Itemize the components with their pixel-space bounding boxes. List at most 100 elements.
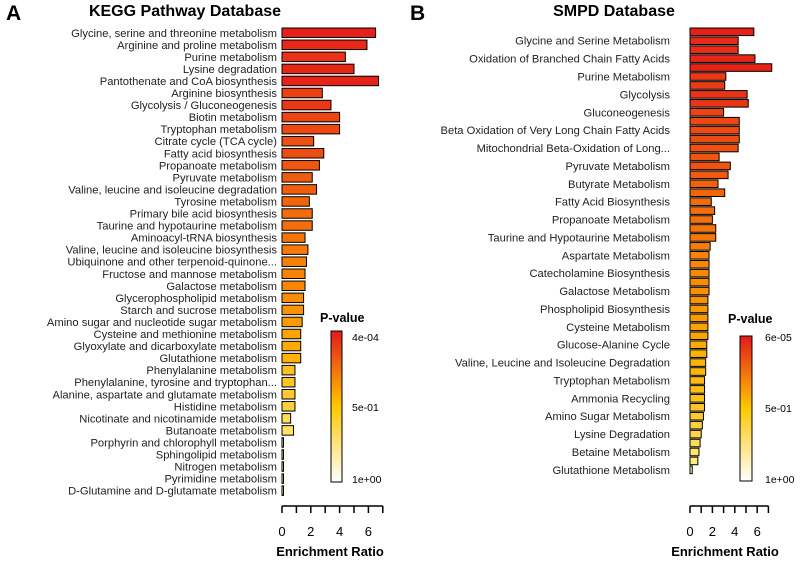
panel-a-bar xyxy=(281,232,306,243)
panel-a-bar xyxy=(281,184,318,195)
panel-b-x-tick-label: 2 xyxy=(709,524,716,539)
panel-b-bar xyxy=(689,286,710,296)
panel-a-category-labels: Glycine, serine and threonine metabolism… xyxy=(47,28,277,498)
panel-b-category-label: Aspartate Metabolism xyxy=(562,250,670,262)
panel-a-category-label: Valine, leucine and isoleucine degradati… xyxy=(68,184,277,196)
panel-a: A KEGG Pathway Database Glycine, serine … xyxy=(6,2,384,559)
panel-a-bar xyxy=(281,473,284,484)
panel-b-category-label: Lysine Degradation xyxy=(574,429,670,441)
panel-a-x-tick-label: 0 xyxy=(278,524,285,539)
panel-b-bar xyxy=(689,197,712,206)
panel-b-bar xyxy=(689,224,717,233)
panel-a-bar xyxy=(281,437,284,448)
panel-a-bar xyxy=(281,51,346,63)
panel-a-legend-label-low: 4e-04 xyxy=(352,332,379,344)
panel-a-x-tick-label: 6 xyxy=(365,524,372,539)
panel-b-legend-title: P-value xyxy=(728,312,773,326)
panel-a-x-tick-label: 4 xyxy=(336,524,343,539)
panel-a-bar xyxy=(281,135,315,147)
panel-b-category-label: Fatty Acid Biosynthesis xyxy=(555,197,670,209)
panel-a-bar xyxy=(281,27,377,38)
panel-b-bar xyxy=(689,251,710,260)
panel-b-category-label: Butyrate Metabolism xyxy=(568,179,670,191)
panel-a-bar xyxy=(281,87,323,99)
panel-b-bar xyxy=(689,295,709,305)
panel-b-bar xyxy=(689,456,699,466)
panel-b-bar xyxy=(689,322,709,332)
panel-a-bar xyxy=(281,111,341,123)
panel-a-x-axis-title: Enrichment Ratio xyxy=(276,544,384,559)
panel-a-category-label: Amino sugar and nucleotide sugar metabol… xyxy=(47,317,277,329)
panel-b-category-label: Glycolysis xyxy=(620,89,671,101)
panel-a-category-label: D-Glutamine and D-glutamate metabolism xyxy=(68,486,277,498)
panel-b: B SMPD Database Glycine and Serine Metab… xyxy=(410,2,795,559)
panel-b-x-axis-title: Enrichment Ratio xyxy=(671,544,779,559)
panel-b-bar xyxy=(689,367,707,376)
panel-b-x-tick-label: 0 xyxy=(686,524,693,539)
panel-b-bar xyxy=(689,45,739,54)
panel-b-bar xyxy=(689,206,716,215)
panel-a-category-label: Biotin metabolism xyxy=(189,112,277,124)
panel-a-category-label: Alanine, aspartate and glutamate metabol… xyxy=(52,389,277,401)
panel-b-bar xyxy=(689,242,711,251)
panel-a-category-label: Glycine, serine and threonine metabolism xyxy=(71,28,277,40)
panel-b-category-label: Oxidation of Branched Chain Fatty Acids xyxy=(469,54,670,66)
panel-b-bar xyxy=(689,63,773,72)
panel-b-bar xyxy=(689,72,727,81)
panel-a-bar xyxy=(281,376,296,388)
panel-a-legend-label-mid: 5e-01 xyxy=(352,402,379,414)
panel-b-bar xyxy=(689,411,704,421)
panel-a-category-label: Aminoacyl-tRNA biosynthesis xyxy=(131,233,278,245)
panel-b-legend-label-high: 1e+00 xyxy=(765,474,795,486)
panel-a-bar xyxy=(281,244,309,255)
panel-b-bar xyxy=(689,402,706,412)
panel-a-bar xyxy=(281,99,332,111)
panel-b-bar xyxy=(689,313,709,323)
panel-a-bar xyxy=(281,292,305,304)
panel-a-category-label: Primary bile acid biosynthesis xyxy=(130,209,278,221)
panel-b-bars xyxy=(689,27,773,475)
panel-b-legend: P-value 6e-05 5e-01 1e+00 xyxy=(728,312,795,486)
panel-b-bar xyxy=(689,161,731,171)
panel-a-legend-title: P-value xyxy=(320,311,365,325)
panel-a-bar xyxy=(281,425,295,436)
panel-b-legend-label-low: 6e-05 xyxy=(765,332,792,344)
panel-a-category-label: Fatty acid biosynthesis xyxy=(164,148,278,160)
panel-b-legend-colorbar xyxy=(739,335,753,482)
panel-b-bar xyxy=(689,36,739,46)
panel-b-bar xyxy=(689,99,749,108)
panel-a-category-label: Sphingolipid metabolism xyxy=(156,450,277,462)
panel-a-category-label: Purine metabolism xyxy=(184,52,277,64)
panel-b-bar xyxy=(689,277,710,287)
panel-a-category-label: Pyruvate metabolism xyxy=(173,172,277,184)
panel-a-category-label: Pyrimidine metabolism xyxy=(164,474,277,486)
panel-a-bar xyxy=(281,148,325,159)
panel-a-category-label: Citrate cycle (TCA cycle) xyxy=(155,136,278,148)
panel-a-bar xyxy=(281,123,341,135)
panel-a-category-label: Starch and sucrose metabolism xyxy=(120,305,277,317)
panel-b-x-tick-label: 4 xyxy=(731,524,738,539)
panel-a-bar xyxy=(281,39,368,51)
panel-a-bar xyxy=(281,352,302,364)
panel-b-bar xyxy=(689,420,703,430)
panel-b-bar xyxy=(689,358,707,367)
panel-b-category-label: Glutathione Metabolism xyxy=(552,465,670,477)
panel-b-bar xyxy=(689,90,748,99)
panel-a-bar xyxy=(281,316,303,328)
panel-a-category-label: Phenylalanine, tyrosine and tryptophan..… xyxy=(74,377,277,389)
panel-b-bar xyxy=(689,349,708,358)
panel-b-bar xyxy=(689,54,756,63)
panel-b-category-label: Propanoate Metabolism xyxy=(552,215,670,227)
panel-a-legend-label-high: 1e+00 xyxy=(352,474,382,486)
panel-b-bar xyxy=(689,394,706,403)
panel-b-bar xyxy=(689,259,710,269)
panel-b-category-label: Gluconeogenesis xyxy=(584,107,671,119)
panel-a-category-label: Lysine degradation xyxy=(183,64,277,76)
panel-b-category-label: Pyruvate Metabolism xyxy=(566,161,670,173)
panel-letter-b: B xyxy=(410,2,425,25)
panel-a-bar xyxy=(281,461,284,472)
panel-a-category-label: Cysteine and methionine metabolism xyxy=(94,329,277,341)
panel-a-category-label: Taurine and hypotaurine metabolism xyxy=(97,221,277,233)
panel-b-bar xyxy=(689,152,720,162)
